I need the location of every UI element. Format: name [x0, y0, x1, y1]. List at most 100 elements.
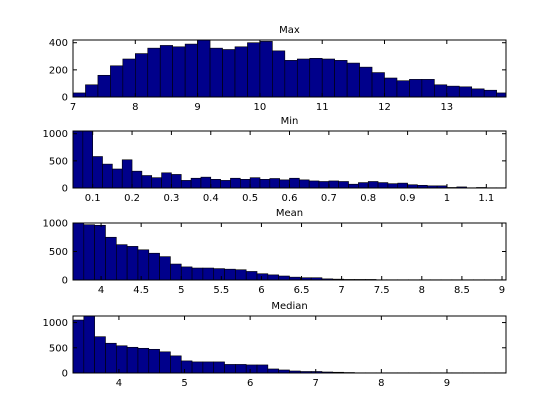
histogram-bar — [235, 269, 247, 281]
histogram-bar — [94, 224, 106, 281]
histogram-bar — [191, 361, 204, 374]
histogram-bar — [256, 364, 269, 374]
histogram-bar — [151, 177, 162, 189]
histogram-bar — [180, 180, 192, 189]
x-tick-label: 0.1 — [85, 193, 101, 204]
histogram-bar — [318, 181, 330, 189]
histogram-bar — [159, 45, 173, 98]
histogram-bar — [222, 49, 236, 98]
y-tick-label: 500 — [49, 156, 68, 167]
histogram-bar — [112, 168, 123, 189]
x-tick-label: 9 — [194, 102, 200, 113]
histogram-bars — [72, 222, 507, 281]
x-tick-label: 8 — [378, 378, 384, 389]
subplot-mean: Mean 4 4.5 5 5.5 6 6.5 7 7.5 8 8.5 9 0 500 1000 — [43, 208, 507, 296]
histogram-bar — [191, 267, 204, 281]
subplot-title: Max — [279, 25, 300, 36]
x-tick-label: 0.9 — [400, 193, 416, 204]
x-tick-label: 9 — [444, 378, 450, 389]
histogram-bar — [72, 319, 85, 374]
histogram-bar — [180, 360, 193, 374]
histogram-bar — [213, 268, 225, 281]
histogram-bar — [434, 84, 448, 98]
y-tick-label: 0 — [62, 93, 68, 104]
histogram-bar — [85, 84, 99, 98]
axes-frame — [72, 39, 507, 98]
histogram-bar — [171, 174, 182, 189]
histogram-bars — [72, 130, 507, 189]
histogram-bar — [202, 267, 215, 281]
histogram-bar — [83, 315, 95, 374]
y-tick-label: 500 — [49, 343, 68, 354]
histogram-bar — [239, 179, 251, 189]
histogram-bar — [358, 182, 369, 189]
histogram-bar — [259, 179, 271, 189]
histogram-bar — [396, 80, 410, 98]
histogram-bar — [230, 177, 241, 189]
histogram-bar — [272, 50, 286, 98]
histogram-bar — [116, 244, 128, 281]
histogram-bar — [367, 181, 379, 189]
histogram-bar — [321, 58, 335, 98]
x-tick-label: 4 — [116, 378, 122, 389]
x-tick-label: 0.7 — [321, 193, 337, 204]
x-tick-label: 5 — [181, 378, 187, 389]
y-tick-label: 0 — [62, 369, 68, 380]
x-tick-label: 1 — [444, 193, 450, 204]
y-tick-label: 0 — [62, 184, 68, 195]
histogram-bar — [190, 177, 202, 189]
histogram-bar — [82, 130, 93, 189]
y-tick-label: 1000 — [43, 318, 68, 329]
histogram-bar — [269, 178, 280, 189]
x-tick-label: 9 — [499, 285, 505, 296]
x-tick-label: 0.4 — [203, 193, 219, 204]
histogram-bar — [148, 252, 160, 281]
x-tick-label: 8.5 — [454, 285, 470, 296]
y-tick-label: 200 — [49, 65, 68, 76]
histogram-bar — [234, 46, 248, 98]
histogram-bar — [137, 347, 150, 374]
histogram-bar — [296, 58, 311, 98]
x-tick-label: 7 — [313, 378, 319, 389]
x-tick-label: 0.6 — [282, 193, 298, 204]
histogram-bar — [97, 74, 111, 98]
x-tick-label: 6 — [258, 285, 264, 296]
histogram-bar — [371, 72, 385, 98]
histogram-bars — [72, 315, 507, 374]
histogram-bar — [72, 130, 84, 189]
x-tick-label: 0.8 — [360, 193, 376, 204]
histogram-bar — [220, 180, 231, 189]
histogram-bar — [131, 170, 143, 189]
histogram-bar — [256, 273, 269, 281]
x-tick-label: 5 — [178, 285, 184, 296]
histogram-bar — [267, 368, 279, 374]
histogram-bar — [496, 92, 507, 98]
histogram-bar — [94, 336, 106, 374]
histogram-bar — [197, 39, 211, 98]
histogram-bar — [458, 86, 473, 98]
histogram-bar — [299, 179, 310, 189]
x-tick-label: 4 — [98, 285, 104, 296]
histogram-bar — [159, 256, 171, 281]
histogram-bar — [102, 163, 113, 189]
histogram-bar — [180, 266, 193, 281]
histogram-bar — [148, 348, 160, 374]
histogram-bar — [284, 60, 298, 98]
y-tick-label: 400 — [49, 38, 68, 49]
x-tick-label: 8 — [419, 285, 425, 296]
x-tick-label: 7 — [338, 285, 344, 296]
histogram-bar — [348, 183, 359, 189]
x-tick-label: 0.3 — [163, 193, 179, 204]
histogram-bar — [213, 361, 225, 374]
histogram-bar — [249, 177, 261, 189]
histogram-bar — [184, 43, 198, 98]
histogram-bar — [116, 345, 128, 374]
subplot-title: Mean — [276, 208, 303, 219]
x-tick-label: 1.1 — [478, 193, 494, 204]
histogram-bar — [126, 246, 139, 281]
histogram-bar — [245, 364, 258, 374]
histogram-bar — [110, 65, 124, 98]
histogram-bar — [210, 179, 221, 189]
histogram-bar — [377, 182, 389, 189]
